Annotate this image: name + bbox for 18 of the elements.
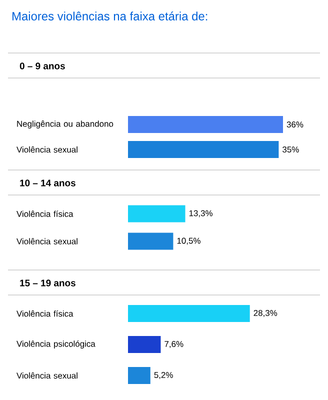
text: 0 – 9 anos	[20, 62, 65, 70]
y-tick-label: Violência física	[16, 310, 74, 317]
data-label: 10,5%	[177, 238, 200, 245]
y-tick-label: Violência física	[16, 210, 74, 217]
data-label: 13,3%	[189, 210, 212, 218]
y-tick-label: Violência sexual	[16, 146, 78, 153]
data-label: 35%	[282, 146, 299, 152]
data-label: 5,2%	[154, 372, 173, 379]
y-tick-label: Violência psicológica	[16, 340, 96, 348]
data-label: 36%	[286, 122, 304, 128]
y-tick-label: Violência sexual	[16, 372, 78, 379]
data-label: 7,6%	[164, 341, 184, 348]
y-tick-label: Violência sexual	[16, 238, 78, 244]
data-label: 28,3%	[254, 310, 278, 317]
text: 15 – 19 anos	[20, 280, 76, 286]
text: 10 – 14 anos	[20, 180, 76, 186]
text: Maiores violências na faixa etária de:	[12, 12, 208, 20]
y-tick-label: Negligência ou abandono	[17, 120, 114, 128]
